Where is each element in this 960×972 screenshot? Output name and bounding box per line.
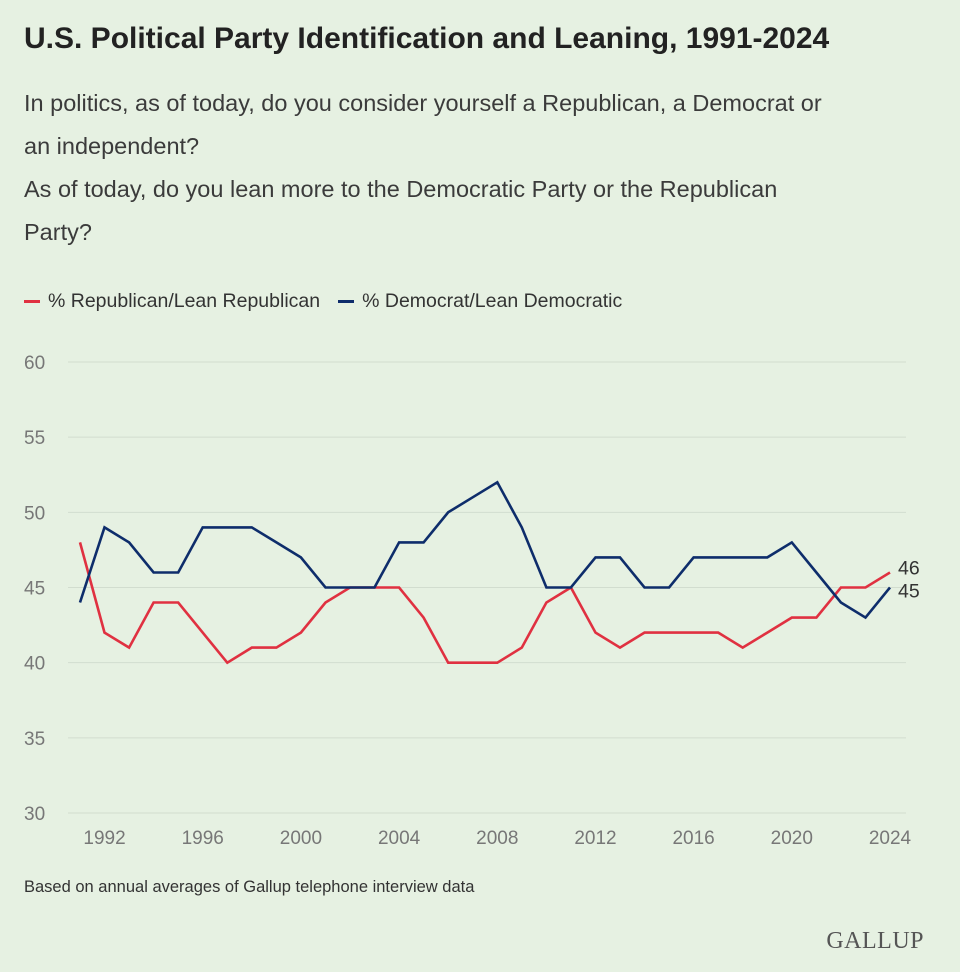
gallup-logo: GALLUP (826, 928, 924, 954)
source-note: Based on annual averages of Gallup telep… (24, 878, 475, 896)
question-line: As of today, do you lean more to the Dem… (24, 176, 778, 202)
legend-swatch-republican (24, 300, 40, 303)
survey-question: In politics, as of today, do you conside… (24, 82, 924, 254)
x-tick-label: 2000 (280, 828, 322, 849)
x-tick-label: 2020 (771, 828, 813, 849)
end-label-republican: 46 (898, 557, 920, 579)
x-tick-label: 2016 (672, 828, 714, 849)
chart-title: U.S. Political Party Identification and … (24, 22, 830, 55)
x-tick-label: 2012 (574, 828, 616, 849)
legend-item-republican: % Republican/Lean Republican (24, 290, 320, 313)
legend-item-democrat: % Democrat/Lean Democratic (338, 290, 622, 313)
question-line: In politics, as of today, do you conside… (24, 90, 822, 116)
legend-swatch-democrat (338, 300, 355, 303)
legend-label: % Democrat/Lean Democratic (362, 290, 623, 312)
y-tick-label: 40 (24, 654, 45, 675)
legend-label: % Republican/Lean Republican (48, 290, 321, 312)
end-label-democrat: 45 (898, 581, 920, 603)
x-tick-label: 1992 (83, 828, 125, 849)
x-tick-label: 1996 (182, 828, 224, 849)
x-tick-label: 2024 (869, 828, 912, 849)
y-tick-label: 35 (24, 729, 45, 750)
y-tick-label: 50 (24, 503, 45, 524)
question-line: Party? (24, 219, 92, 245)
democrat-line (78, 480, 892, 620)
line-chart: 30 35 40 45 50 55 60 1992 1996 2000 2004 2008 2012 20… (24, 353, 920, 849)
x-tick-label: 2008 (476, 828, 518, 849)
y-tick-label: 60 (24, 353, 45, 374)
republican-line (78, 542, 891, 665)
question-line: an independent? (24, 133, 200, 159)
chart-legend: % Republican/Lean Republican % Democrat/… (24, 290, 640, 313)
y-tick-label: 30 (24, 804, 45, 825)
y-tick-label: 55 (24, 428, 45, 449)
x-tick-label: 2004 (378, 828, 421, 849)
y-tick-label: 45 (24, 579, 45, 600)
